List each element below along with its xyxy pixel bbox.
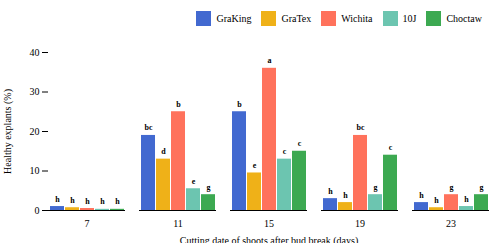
svg-text:23: 23	[446, 218, 456, 229]
svg-text:h: h	[70, 196, 75, 205]
svg-text:b: b	[237, 100, 242, 109]
svg-text:h: h	[55, 195, 60, 204]
svg-text:Cutting date of shoots after b: Cutting date of shoots after bud break (…	[180, 235, 359, 243]
html-text:Wichita: Wichita	[341, 13, 373, 24]
html-text:Choctaw: Choctaw	[446, 13, 482, 24]
svg-text:bc: bc	[145, 123, 153, 132]
svg-text:a: a	[268, 56, 272, 65]
svg-text:c: c	[298, 139, 302, 148]
svg-text:bc: bc	[357, 123, 365, 132]
svg-text:h: h	[115, 197, 120, 206]
svg-text:h: h	[85, 197, 90, 206]
svg-text:g: g	[450, 183, 454, 192]
svg-text:20: 20	[30, 126, 40, 137]
svg-text:d: d	[161, 147, 166, 156]
svg-text:10: 10	[30, 165, 40, 176]
svg-text:h: h	[434, 196, 439, 205]
svg-text:0: 0	[35, 205, 40, 216]
svg-text:h: h	[419, 191, 424, 200]
svg-text:g: g	[480, 183, 484, 192]
svg-text:b: b	[176, 100, 181, 109]
svg-text:h: h	[343, 191, 348, 200]
html-text:GraTex: GraTex	[281, 13, 312, 24]
svg-text:7: 7	[85, 218, 90, 229]
html-text:10J: 10J	[402, 13, 417, 24]
html-text:GraKing: GraKing	[216, 13, 252, 24]
svg-text:g: g	[207, 183, 211, 192]
svg-text:c: c	[389, 143, 393, 152]
svg-text:e: e	[192, 177, 196, 186]
svg-text:11: 11	[173, 218, 183, 229]
svg-text:e: e	[253, 161, 257, 170]
svg-text:c: c	[283, 147, 287, 156]
svg-text:h: h	[100, 197, 105, 206]
svg-text:30: 30	[30, 86, 40, 97]
svg-text:19: 19	[355, 218, 365, 229]
svg-text:h: h	[464, 195, 469, 204]
svg-text:h: h	[328, 187, 333, 196]
svg-text:Healthy explants (%): Healthy explants (%)	[2, 89, 14, 174]
svg-text:g: g	[374, 183, 378, 192]
svg-text:40: 40	[30, 47, 40, 58]
svg-text:15: 15	[264, 218, 274, 229]
